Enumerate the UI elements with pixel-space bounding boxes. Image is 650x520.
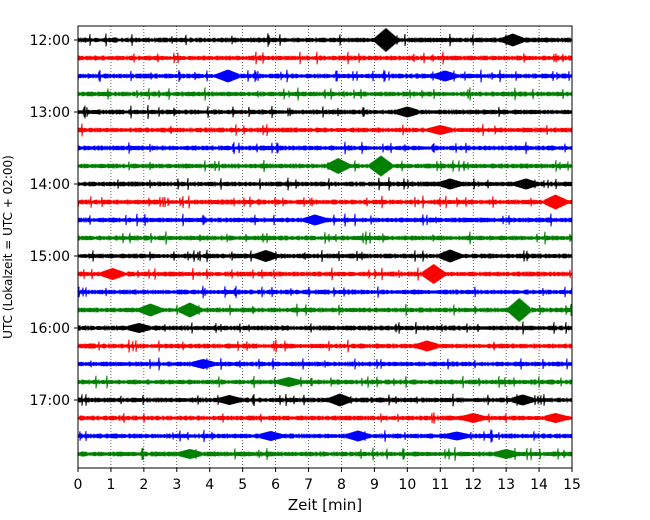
trace-line: [77, 231, 573, 245]
x-axis-label: Zeit [min]: [288, 496, 362, 514]
trace-line: [77, 264, 573, 284]
y-tick-label: 17:00: [30, 393, 70, 409]
trace-line: [77, 447, 573, 461]
y-tick-label: 14:00: [30, 177, 70, 193]
trace-line: [77, 155, 573, 177]
seismic-traces: [77, 28, 573, 461]
x-tick-label: 1: [106, 477, 115, 493]
y-tick-label: 12:00: [30, 33, 70, 49]
x-tick-label: 5: [238, 477, 247, 493]
trace-line: [77, 357, 573, 371]
trace-line: [77, 393, 573, 407]
x-tick-label: 7: [304, 477, 313, 493]
trace-line: [77, 28, 573, 52]
y-tick-label: 16:00: [30, 321, 70, 337]
trace-line: [77, 412, 573, 424]
y-axis-ticks: 12:00 13:00 14:00 15:00 16:00 17:00: [30, 33, 78, 409]
x-tick-label: 3: [172, 477, 181, 493]
trace-line: [77, 375, 573, 389]
x-tick-label: 8: [337, 477, 346, 493]
x-tick-label: 2: [139, 477, 148, 493]
x-tick-label: 11: [431, 477, 449, 493]
x-tick-label: 0: [74, 477, 83, 493]
y-tick-label: 13:00: [30, 105, 70, 121]
trace-line: [77, 51, 573, 65]
x-tick-label: 15: [563, 477, 581, 493]
trace-line: [77, 339, 573, 353]
trace-line: [77, 285, 573, 299]
trace-line: [77, 321, 573, 335]
y-axis-label: UTC (Lokalzeit = UTC + 02:00): [1, 155, 15, 339]
x-tick-label: 6: [271, 477, 280, 493]
x-tick-label: 13: [497, 477, 515, 493]
trace-line: [77, 429, 573, 443]
trace-line: [77, 104, 573, 120]
trace-line: [77, 213, 573, 227]
x-tick-label: 9: [370, 477, 379, 493]
trace-line: [77, 298, 573, 322]
trace-line: [77, 87, 573, 101]
x-axis-ticks: 0 1 2 3 4 5 6 7 8 9 10 11 12 13 14 15: [74, 468, 581, 493]
trace-line: [77, 141, 573, 155]
plot-frame: [77, 25, 573, 469]
x-tick-label: 10: [398, 477, 416, 493]
x-tick-label: 14: [530, 477, 548, 493]
y-tick-label: 15:00: [30, 249, 70, 265]
x-tick-label: 4: [205, 477, 214, 493]
trace-line: [77, 69, 573, 83]
trace-line: [77, 249, 573, 263]
trace-line: [77, 123, 573, 137]
trace-line: [77, 177, 573, 191]
x-tick-label: 12: [464, 477, 482, 493]
trace-line: [77, 194, 573, 210]
